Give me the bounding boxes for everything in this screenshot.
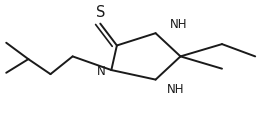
Text: NH: NH xyxy=(169,18,187,32)
Text: N: N xyxy=(97,65,106,78)
Text: S: S xyxy=(96,5,105,19)
Text: NH: NH xyxy=(167,83,184,96)
